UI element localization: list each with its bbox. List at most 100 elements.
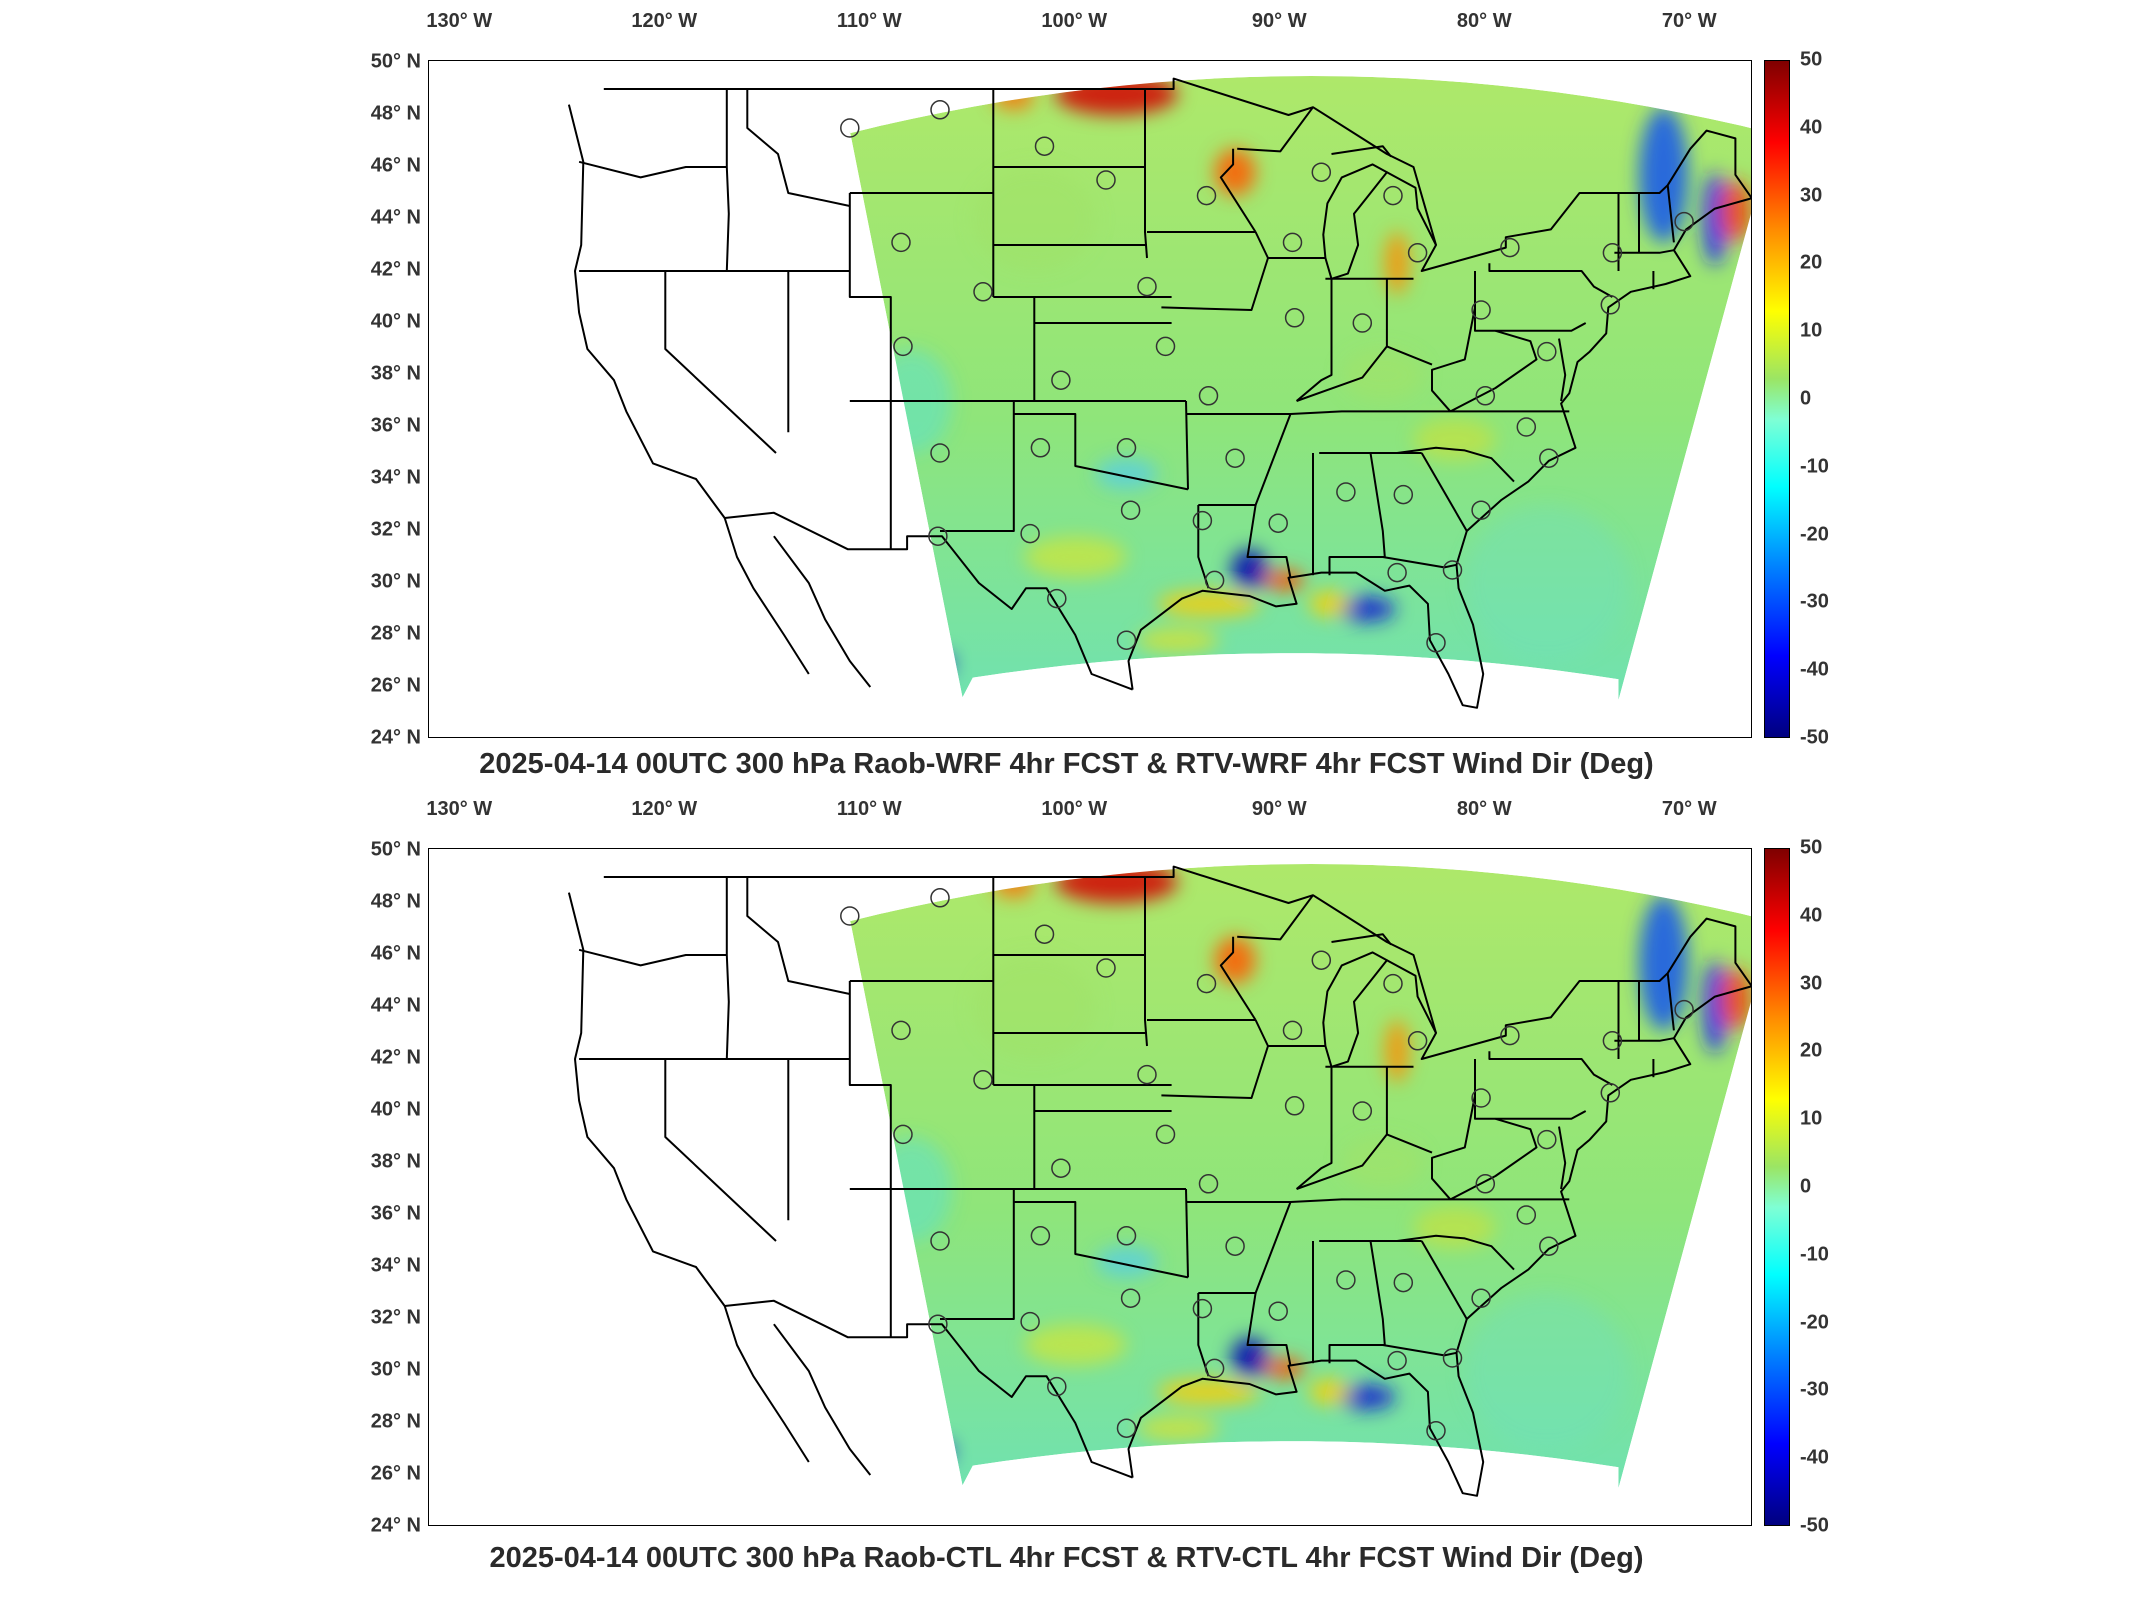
state-borders [567,865,1751,1497]
raob-station-marker [1352,313,1373,333]
raob-station-marker [1284,308,1305,328]
latitude-tick-label: 28° N [370,1410,421,1433]
wind-anomaly-region [972,167,1096,271]
raob-station-marker [1051,370,1071,390]
colorbar-tick-label: -50 [1800,726,1829,749]
colorbar-tick-label: -10 [1800,455,1829,478]
raob-station-marker [1155,336,1176,357]
wind-anomaly-region [940,1441,953,1462]
raob-station-marker [1196,185,1217,206]
raob-station-marker [1120,500,1141,520]
raob-station-marker [1336,1270,1356,1290]
longitude-tick-label: 120° W [631,10,698,32]
raob-station-marker [1204,570,1225,591]
raob-station-marker [1387,562,1407,583]
raob-station-marker [1471,500,1491,520]
colorbar-tick-label: 30 [1800,972,1823,995]
raob-station-marker [928,1314,948,1334]
raob-stations [840,100,1694,653]
latitude-tick-label: 26° N [370,674,421,697]
wind-anomaly-region [1341,349,1424,401]
colorbar [1764,60,1790,738]
raob-station-marker [930,1231,950,1251]
raob-station-marker [930,888,950,908]
longitude-tick-label: 70° W [1661,10,1717,32]
map-canvas [567,76,1751,709]
raob-station-marker [1020,1311,1040,1332]
latitude-tick-label: 40° N [370,1098,421,1121]
state-borders [567,77,1751,709]
latitude-tick-label: 36° N [370,414,421,437]
raob-station-marker [930,100,950,120]
wind-anomaly-region [1719,968,1751,1031]
latitude-tick-label: 34° N [370,466,421,489]
raob-station-marker [1674,999,1694,1020]
raob-station-marker [1442,1348,1463,1368]
wind-anomaly-region [1639,107,1689,243]
wind-anomaly-region [1464,505,1629,661]
wind-anomaly-region [1719,180,1751,243]
raob-station-marker [893,336,913,357]
model-domain [849,864,1751,1488]
wind-direction-map [428,848,1752,1526]
raob-station-marker [1192,510,1213,531]
raob-station-marker [1047,588,1067,609]
colorbar-tick-label: 10 [1800,1107,1823,1130]
latitude-tick-label: 38° N [370,362,421,385]
wind-anomaly-region [1413,1207,1496,1249]
raob-station-marker [1516,1205,1537,1225]
raob-station-marker [1020,523,1040,544]
colorbar-tick-label: -30 [1800,1378,1829,1401]
wind-anomaly-region [1309,1378,1350,1405]
raob-station-marker [1426,633,1446,653]
wind-anomaly-region [940,653,953,674]
raob-station-marker [1393,1272,1414,1293]
wind-anomaly-region [1136,1415,1219,1442]
raob-station-marker [891,232,911,253]
wind-anomaly-region [1024,1324,1127,1366]
wind-anomaly-region [972,955,1096,1059]
latitude-tick-label: 42° N [370,1046,421,1069]
raob-station-marker [973,282,993,302]
colorbar-tick-label: -50 [1800,1514,1829,1537]
raob-station-marker [1674,211,1694,232]
raob-station-marker [1116,630,1137,650]
colorbar-tick-label: 20 [1800,251,1823,274]
raob-station-marker [1600,1083,1621,1103]
raob-station-marker [1537,341,1557,362]
raob-station-marker [1407,1031,1428,1051]
raob-station-marker [1137,276,1157,297]
raob-station-marker [1471,300,1491,320]
latitude-tick-label: 46° N [370,154,421,177]
raob-station-marker [1196,973,1217,994]
wind-anomaly-region [1214,936,1256,984]
latitude-tick-label: 50° N [370,838,421,861]
raob-station-marker [973,1070,993,1090]
wind-anomaly-region [1337,596,1396,622]
model-domain [849,76,1751,700]
raob-station-marker [893,1124,913,1145]
longitude-tick-label: 130° W [426,10,493,32]
raob-station-marker [1442,560,1463,580]
raob-station-marker [1393,484,1414,505]
wind-anomaly-region [993,871,1035,898]
raob-station-marker [928,526,948,546]
longitude-tick-label: 120° W [631,798,698,820]
latitude-tick-label: 48° N [370,890,421,913]
colorbar-tick-label: 50 [1800,836,1823,859]
wind-anomaly-region [1309,590,1350,617]
raob-station-marker [840,118,860,138]
latitude-tick-label: 32° N [370,1306,421,1329]
longitude-tick-label: 80° W [1456,10,1512,32]
latitude-tick-label: 44° N [370,206,421,229]
bottom-map-panel: 2025-04-14 00UTC 300 hPa Raob-CTL 4hr FC… [0,790,2133,1600]
raob-station-marker [1475,1174,1496,1194]
raob-station-marker [1030,1226,1051,1246]
latitude-tick-label: 44° N [370,994,421,1017]
raob-station-marker [1387,1350,1407,1371]
wind-anomaly-region [993,83,1035,110]
raob-station-marker [1311,950,1332,970]
raob-station-marker [1198,1174,1219,1194]
raob-station-marker [1284,1096,1305,1116]
longitude-tick-label: 80° W [1456,798,1512,820]
